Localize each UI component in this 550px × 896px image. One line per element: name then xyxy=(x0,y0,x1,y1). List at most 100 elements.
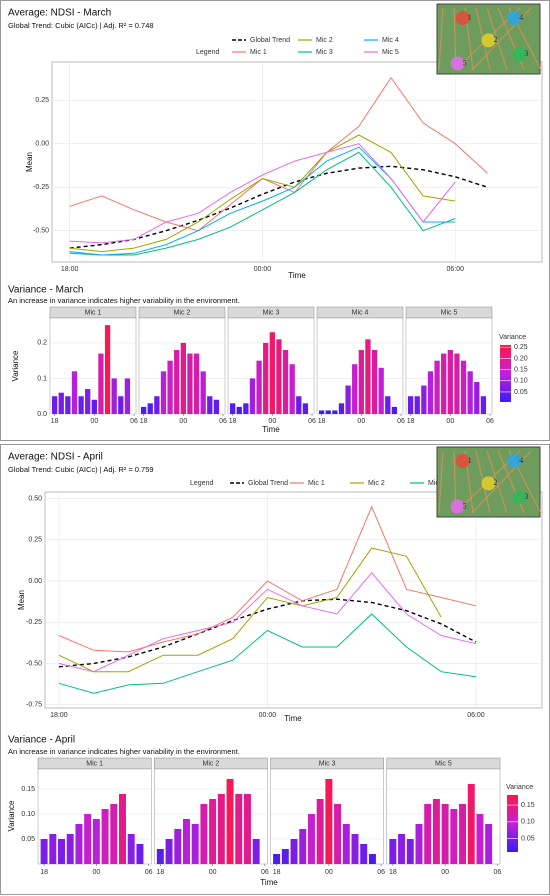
bar xyxy=(289,364,295,414)
map-marker xyxy=(450,499,465,514)
x-axis-label: Time xyxy=(262,425,280,434)
site-map: 1 2 3 4 5 xyxy=(436,446,542,518)
bar xyxy=(282,350,289,414)
x-tick-label: 06 xyxy=(377,869,385,876)
bar xyxy=(40,839,48,864)
map-marker xyxy=(455,454,470,468)
map-marker-label: 4 xyxy=(519,13,523,22)
bar xyxy=(447,350,453,414)
y-tick-label: -0.50 xyxy=(33,228,49,235)
x-tick-label: 00 xyxy=(357,418,365,425)
bar xyxy=(229,403,236,414)
y-tick-label: 0.00 xyxy=(28,578,42,585)
bar xyxy=(368,854,376,864)
legend-label: Mic 3 xyxy=(316,49,333,56)
x-tick-label: 06 xyxy=(397,418,405,425)
bar xyxy=(85,389,91,414)
x-tick-label: 00 xyxy=(209,869,217,876)
x-axis-label: Time xyxy=(284,714,302,723)
panel-title: Mic 2 xyxy=(174,309,191,316)
bar xyxy=(111,378,117,414)
bar xyxy=(167,360,173,414)
colorbar-title: Variance xyxy=(499,334,526,341)
y-tick-label: 0.00 xyxy=(35,141,49,148)
panel-title: Mic 1 xyxy=(86,760,103,767)
bar xyxy=(460,360,467,414)
bar xyxy=(467,371,473,414)
legend-title: Legend xyxy=(196,49,219,56)
map-marker-label: 1 xyxy=(468,456,472,465)
bar xyxy=(209,799,217,864)
bar xyxy=(480,396,487,414)
bar xyxy=(58,839,66,864)
map-marker-label: 5 xyxy=(463,501,467,510)
series-line xyxy=(58,572,477,673)
bar xyxy=(345,385,351,414)
x-tick-label: 06 xyxy=(145,869,153,876)
x-tick-label: 00 xyxy=(90,418,98,425)
bar xyxy=(441,353,447,414)
x-tick-label: 18:00 xyxy=(61,266,79,273)
bar xyxy=(252,839,260,864)
map-marker xyxy=(455,11,470,25)
bar xyxy=(243,794,251,864)
series-line xyxy=(58,598,477,668)
bar xyxy=(414,396,420,414)
colorbar-tick-label: 0.10 xyxy=(514,378,528,385)
map-marker xyxy=(512,490,527,505)
bar xyxy=(165,839,173,864)
bar xyxy=(476,814,484,864)
bar xyxy=(236,406,242,414)
legend-label: Mic 5 xyxy=(382,49,399,56)
bar xyxy=(485,824,493,864)
bar xyxy=(49,834,57,864)
x-tick-label: 00 xyxy=(92,869,100,876)
bar xyxy=(318,410,325,414)
bar xyxy=(78,396,84,414)
x-tick-label: 18 xyxy=(318,418,326,425)
series-line xyxy=(58,505,477,653)
legend-label: Global Trend xyxy=(248,480,288,487)
bar xyxy=(58,392,64,414)
bar xyxy=(391,406,398,414)
bar xyxy=(66,834,74,864)
colorbar-tick-label: 0.25 xyxy=(514,344,528,351)
bar xyxy=(104,325,111,414)
map-marker-label: 1 xyxy=(468,13,472,22)
bar xyxy=(351,834,359,864)
chart-title: Variance - March xyxy=(8,285,83,296)
map-marker-label: 5 xyxy=(463,58,467,67)
bar xyxy=(191,824,199,864)
colorbar-tick-label: 0.15 xyxy=(521,802,535,809)
bar xyxy=(156,849,164,864)
bar xyxy=(371,350,378,414)
y-axis-label: Mean xyxy=(17,590,26,610)
bar xyxy=(432,799,440,864)
bar xyxy=(398,834,406,864)
x-tick-label: 18 xyxy=(40,869,48,876)
x-tick-label: 00 xyxy=(268,418,276,425)
x-tick-label: 18 xyxy=(140,418,148,425)
x-axis-label: Time xyxy=(260,878,278,887)
bar xyxy=(338,403,345,414)
map-marker-label: 2 xyxy=(494,35,498,44)
bar xyxy=(269,332,275,414)
bar xyxy=(434,360,440,414)
y-tick-label: -0.25 xyxy=(33,184,49,191)
x-tick-label: 06:00 xyxy=(467,712,485,719)
bar xyxy=(75,824,83,864)
x-tick-label: 06 xyxy=(130,418,138,425)
y-tick-label: -0.50 xyxy=(26,660,42,667)
bar xyxy=(84,814,92,864)
bar xyxy=(360,844,368,864)
map-path xyxy=(486,7,508,71)
bar xyxy=(459,804,467,864)
y-tick-label: 0.10 xyxy=(21,811,35,818)
chart-title: Average: NDSI - April xyxy=(8,452,103,463)
series-line xyxy=(69,151,456,256)
bar xyxy=(98,353,104,414)
x-tick-label: 06 xyxy=(486,418,494,425)
panel-title: Mic 1 xyxy=(85,309,102,316)
legend-label: Mic 2 xyxy=(368,480,385,487)
